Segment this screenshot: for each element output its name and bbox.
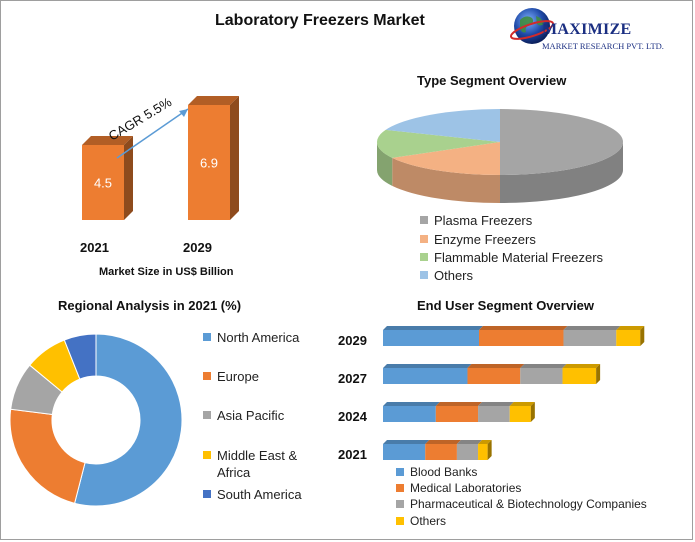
type-segment-pie bbox=[377, 109, 623, 203]
type-legend-item: Plasma Freezers bbox=[420, 212, 532, 229]
stacked-bar-segment bbox=[509, 402, 535, 422]
end-user-title: End User Segment Overview bbox=[417, 298, 595, 313]
market-bar bbox=[188, 96, 239, 220]
legend-swatch bbox=[203, 451, 211, 459]
donut-slice bbox=[74, 333, 183, 507]
bar-value-label: 6.9 bbox=[200, 156, 218, 171]
legend-swatch bbox=[420, 235, 428, 243]
stacked-bar-segment bbox=[616, 326, 645, 346]
type-legend-item: Others bbox=[420, 267, 473, 284]
year-label: 2021 bbox=[338, 447, 367, 462]
end-user-legend-item: Pharmaceutical & Biotechnology Companies bbox=[396, 497, 647, 512]
stacked-bar-segment bbox=[478, 440, 492, 460]
stacked-bar-segment bbox=[435, 402, 483, 422]
stacked-bar-segment bbox=[383, 402, 440, 422]
end-user-legend-item: Blood Banks bbox=[396, 465, 477, 480]
cagr-arrow bbox=[116, 108, 189, 159]
year-2021-label: 2021 bbox=[80, 240, 109, 255]
legend-swatch bbox=[420, 271, 428, 279]
legend-swatch bbox=[396, 500, 404, 508]
cagr-label: CAGR 5.5% bbox=[106, 94, 175, 144]
stacked-bar-segment bbox=[563, 326, 621, 346]
regional-donut bbox=[10, 333, 183, 507]
year-label: 2027 bbox=[338, 371, 367, 386]
stacked-bar-segment bbox=[425, 440, 461, 460]
bar-value-label: 4.5 bbox=[94, 176, 112, 191]
type-legend-item: Enzyme Freezers bbox=[420, 231, 536, 248]
logo: MAXIMIZE MARKET RESEARCH PVT. LTD. bbox=[509, 4, 690, 56]
logo-subtext: MARKET RESEARCH PVT. LTD. bbox=[542, 41, 664, 51]
region-legend-item: Europe bbox=[203, 368, 259, 385]
stacked-bar-segment bbox=[562, 364, 601, 384]
region-legend-item: Asia Pacific bbox=[203, 407, 284, 424]
end-user-chart: 2029 2027 2024 2021 bbox=[338, 326, 645, 462]
year-label: 2024 bbox=[338, 409, 368, 424]
legend-swatch bbox=[420, 253, 428, 261]
market-size-chart: 4.5 6.9 CAGR 5.5% bbox=[82, 94, 239, 220]
cagr-arrowhead bbox=[179, 109, 188, 117]
legend-swatch bbox=[396, 484, 404, 492]
pie-slice bbox=[392, 142, 500, 175]
pie-slice bbox=[385, 109, 500, 142]
type-legend-item: Flammable Material Freezers bbox=[420, 249, 603, 266]
pie-slice-side bbox=[377, 142, 393, 186]
region-legend-item: South America bbox=[203, 486, 302, 503]
legend-swatch bbox=[420, 216, 428, 224]
legend-swatch bbox=[396, 517, 404, 525]
pie-slice bbox=[377, 129, 500, 158]
year-label: 2029 bbox=[338, 333, 367, 348]
stacked-bar-segment bbox=[456, 440, 483, 460]
end-user-legend-item: Medical Laboratories bbox=[396, 481, 521, 496]
end-user-legend-item: Others bbox=[396, 514, 446, 529]
page-title: Laboratory Freezers Market bbox=[215, 12, 425, 29]
legend-swatch bbox=[203, 372, 211, 380]
globe-icon bbox=[509, 8, 555, 44]
legend-swatch bbox=[396, 468, 404, 476]
stacked-bar-segment bbox=[383, 440, 430, 460]
legend-swatch bbox=[203, 333, 211, 341]
pie-slice-side bbox=[500, 142, 623, 203]
donut-slice bbox=[10, 408, 86, 504]
stacked-bar-segment bbox=[478, 402, 514, 422]
stacked-bar-segment bbox=[383, 326, 483, 346]
pie-slice-side bbox=[392, 157, 500, 203]
stacked-bar-segment bbox=[467, 364, 525, 384]
donut-slice bbox=[63, 333, 97, 380]
regional-title: Regional Analysis in 2021 (%) bbox=[58, 298, 242, 313]
type-segment-title: Type Segment Overview bbox=[417, 73, 567, 88]
region-legend-item: Middle East & Africa bbox=[203, 447, 313, 481]
stacked-bar-segment bbox=[383, 364, 472, 384]
stacked-bar-segment bbox=[479, 326, 568, 346]
legend-swatch bbox=[203, 411, 211, 419]
stacked-bar-segment bbox=[520, 364, 567, 384]
legend-swatch bbox=[203, 490, 211, 498]
year-2029-label: 2029 bbox=[183, 240, 212, 255]
pie-slice bbox=[500, 109, 623, 175]
market-size-caption: Market Size in US$ Billion bbox=[99, 266, 234, 278]
logo-text: MAXIMIZE bbox=[542, 21, 632, 38]
region-legend-item: North America bbox=[203, 329, 299, 346]
